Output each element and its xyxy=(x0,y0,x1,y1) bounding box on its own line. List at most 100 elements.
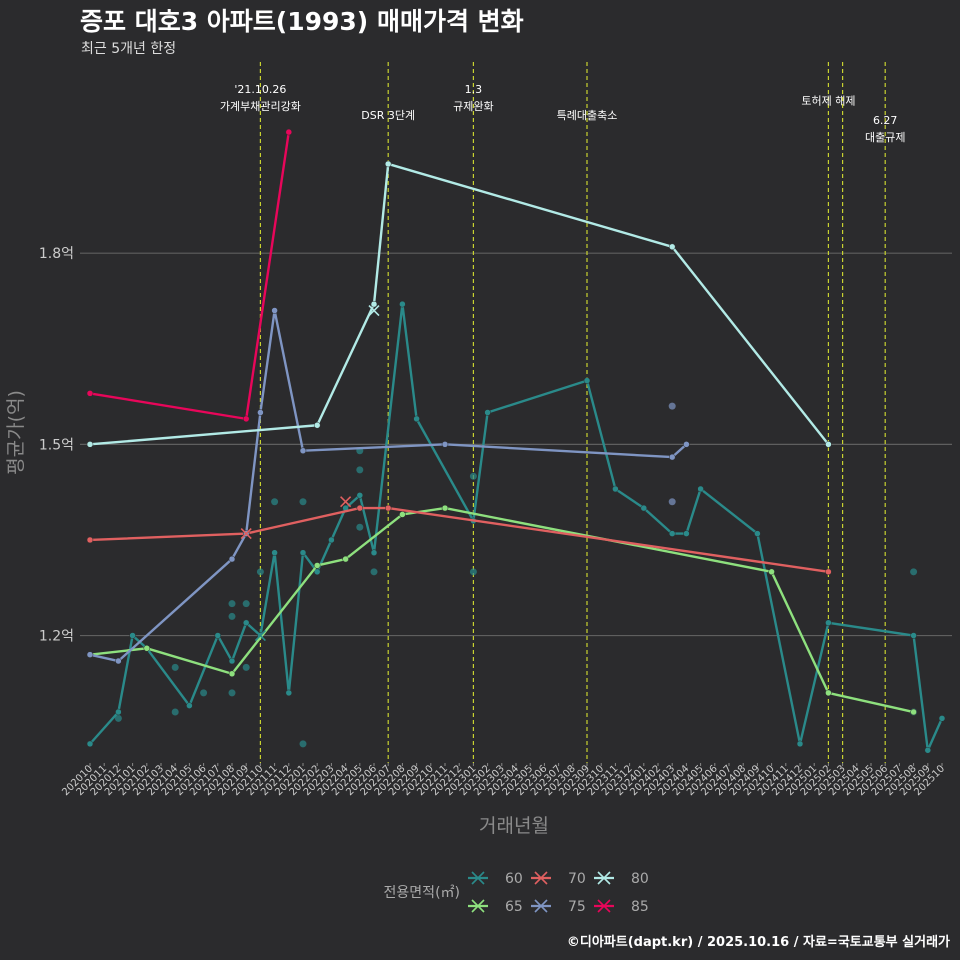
legend-item-85[interactable]: 85 xyxy=(594,899,649,915)
series-point-60 xyxy=(186,702,193,709)
transaction-point xyxy=(299,740,307,748)
series-point-85 xyxy=(86,390,94,397)
legend-label: 70 xyxy=(568,871,586,887)
series-point-60 xyxy=(612,485,619,493)
series-point-75 xyxy=(668,453,676,461)
legend-marker xyxy=(534,899,548,913)
event-label: 가계부채관리강화 xyxy=(220,100,301,113)
legend-marker xyxy=(471,871,485,885)
series-point-60 xyxy=(313,568,321,576)
grid-layer xyxy=(80,252,952,637)
series-point-65 xyxy=(313,562,321,569)
series-point-80 xyxy=(825,441,832,448)
transaction-point xyxy=(668,498,676,506)
x-marker xyxy=(254,629,266,642)
y-tick-label: 1.2억 xyxy=(39,629,74,645)
legend-marker xyxy=(534,871,548,885)
series-point-70 xyxy=(384,504,392,512)
transaction-point xyxy=(668,402,676,410)
legend-label: 85 xyxy=(631,899,649,915)
event-label: DSR 3단계 xyxy=(361,109,415,122)
series-point-60 xyxy=(328,536,335,544)
legend-label: 65 xyxy=(505,899,523,915)
series-point-60 xyxy=(129,632,136,639)
transaction-point xyxy=(228,689,236,697)
transaction-point xyxy=(228,612,236,620)
legend-label: 60 xyxy=(505,871,523,887)
series-point-80 xyxy=(668,243,676,251)
series-point-65 xyxy=(342,555,349,563)
series-point-65 xyxy=(825,689,832,697)
legend-marker xyxy=(471,899,485,913)
transaction-point xyxy=(370,568,378,576)
transaction-point xyxy=(469,568,477,576)
series-point-85 xyxy=(285,128,293,136)
chart-subtitle: 최근 5개년 한정 xyxy=(81,41,177,57)
legend-item-70[interactable]: 70 xyxy=(531,871,586,887)
transaction-point xyxy=(242,663,250,671)
legend-item-80[interactable]: 80 xyxy=(594,871,649,887)
series-point-60 xyxy=(86,740,94,748)
series-point-60 xyxy=(370,549,378,556)
series-point-60 xyxy=(910,632,917,639)
x-marker xyxy=(240,528,252,540)
transaction-point xyxy=(200,689,208,697)
legend-title: 전용면적(㎡) xyxy=(384,885,460,901)
event-label: 규제완화 xyxy=(453,100,493,113)
series-point-60 xyxy=(285,689,293,697)
legend[interactable]: 전용면적(㎡) 60 65 70 75 80 85 xyxy=(384,871,649,915)
series-point-60 xyxy=(754,530,761,537)
transaction-point xyxy=(114,714,122,722)
y-axis-title: 평균가(억) xyxy=(5,390,27,475)
series-point-60 xyxy=(938,715,946,722)
series-point-70 xyxy=(825,568,832,576)
legend-marker xyxy=(597,899,611,913)
series-point-60 xyxy=(924,747,932,754)
series-point-75 xyxy=(257,409,264,416)
transaction-point xyxy=(271,498,279,506)
series-point-70 xyxy=(86,536,94,544)
series-point-85 xyxy=(242,415,250,423)
series-point-75 xyxy=(271,307,278,314)
transaction-point xyxy=(171,663,179,671)
series-line-85 xyxy=(89,131,290,421)
series-point-60 xyxy=(214,632,222,639)
series-point-60 xyxy=(228,657,236,665)
transaction-point xyxy=(469,472,477,480)
series-point-65 xyxy=(441,504,449,512)
series-line-65 xyxy=(89,506,914,714)
y-tick-label: 1.5억 xyxy=(39,437,74,453)
transaction-point xyxy=(171,708,179,716)
legend-label: 75 xyxy=(568,899,586,915)
event-label: 1.3 xyxy=(465,83,483,96)
transaction-point xyxy=(910,568,918,576)
series-point-75 xyxy=(299,447,307,454)
transaction-point xyxy=(242,600,250,608)
legend-item-75[interactable]: 75 xyxy=(531,899,586,915)
event-label: '21.10.26 xyxy=(234,83,286,96)
series-point-75 xyxy=(228,555,236,563)
series-point-75 xyxy=(441,441,449,448)
series-point-60 xyxy=(668,530,676,537)
series-point-80 xyxy=(384,160,392,168)
legend-item-60[interactable]: 60 xyxy=(468,871,523,887)
series-point-75 xyxy=(115,657,122,665)
transaction-point xyxy=(299,498,307,506)
series-point-60 xyxy=(825,619,832,627)
series-point-65 xyxy=(399,511,406,518)
series-point-60 xyxy=(115,708,122,716)
series-point-60 xyxy=(356,492,364,499)
event-label: 토허제 해제 xyxy=(801,94,855,108)
series-point-60 xyxy=(299,549,307,556)
legend-item-65[interactable]: 65 xyxy=(468,899,523,915)
series-point-70 xyxy=(356,504,364,512)
event-label: 대출규제 xyxy=(865,131,905,144)
event-label: 특례대출축소 xyxy=(557,109,618,122)
x-marker xyxy=(368,304,380,317)
series-point-60 xyxy=(697,485,704,493)
y-tick-label: 1.8억 xyxy=(39,246,74,262)
transaction-point xyxy=(356,466,364,474)
series-point-60 xyxy=(484,409,491,416)
series-line-80 xyxy=(89,162,830,446)
